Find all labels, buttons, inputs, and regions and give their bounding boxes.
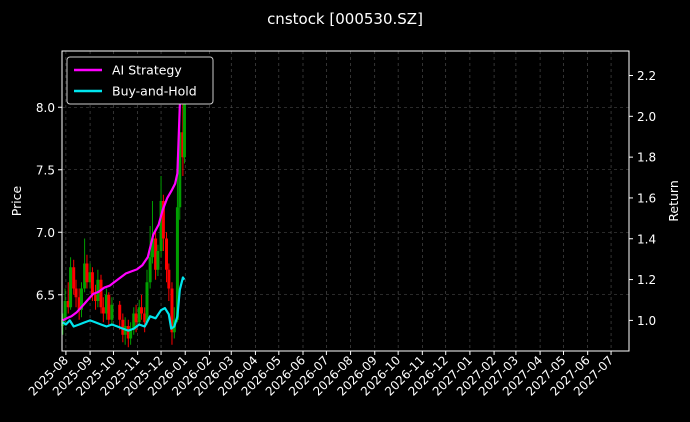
candle-body bbox=[167, 269, 171, 289]
return-tick-label: 1.6 bbox=[637, 191, 656, 205]
legend-label-ai-strategy: AI Strategy bbox=[112, 63, 182, 78]
candle-body bbox=[83, 263, 87, 289]
price-axis-label: Price bbox=[9, 185, 24, 216]
return-tick-label: 1.4 bbox=[637, 232, 656, 246]
return-series bbox=[62, 64, 186, 332]
candle-body bbox=[145, 282, 149, 323]
candle-body bbox=[143, 313, 147, 323]
price-tick-label: 8.0 bbox=[36, 101, 55, 115]
candle-body bbox=[88, 272, 92, 283]
return-tick-label: 2.2 bbox=[637, 69, 656, 83]
series-line-ai bbox=[62, 64, 186, 322]
candle-body bbox=[107, 294, 111, 320]
return-tick-label: 2.0 bbox=[637, 110, 656, 124]
candle-body bbox=[159, 201, 163, 251]
candle-body bbox=[154, 238, 158, 270]
candle-body bbox=[150, 238, 154, 258]
candle-body bbox=[165, 238, 169, 270]
candle-body bbox=[94, 294, 98, 301]
candle-body bbox=[132, 313, 136, 330]
candle-body bbox=[110, 304, 114, 320]
candle-body bbox=[126, 326, 130, 339]
candle-body bbox=[182, 101, 186, 158]
candle-body bbox=[90, 272, 94, 295]
candle-body bbox=[85, 263, 89, 283]
return-axis-ticks: 1.0 1.2 1.4 1.6 1.8 2.0 2.2 bbox=[629, 69, 656, 328]
return-tick-label: 1.0 bbox=[637, 314, 656, 328]
grid-lines bbox=[62, 51, 629, 351]
return-tick-label: 1.2 bbox=[637, 273, 656, 287]
x-axis-ticks: 2025-082025-092025-102025-112025-122026-… bbox=[26, 351, 616, 399]
candle-body bbox=[104, 294, 108, 314]
candle-body bbox=[72, 267, 76, 289]
candle-body bbox=[77, 297, 81, 310]
price-tick-label: 6.5 bbox=[36, 288, 55, 302]
series-line-bh bbox=[62, 276, 186, 332]
candle-body bbox=[121, 319, 125, 335]
candlestick-series bbox=[61, 76, 186, 348]
candle-body bbox=[79, 288, 83, 310]
candle-body bbox=[101, 307, 105, 314]
return-axis-label: Return bbox=[666, 180, 681, 221]
candle-body bbox=[69, 267, 73, 308]
candle-body bbox=[161, 201, 165, 239]
plot-frame bbox=[61, 50, 630, 352]
candle-body bbox=[96, 279, 100, 301]
candle-body bbox=[118, 304, 122, 320]
candle-body bbox=[178, 132, 182, 208]
candle-body bbox=[170, 288, 174, 333]
candle-body bbox=[129, 329, 133, 339]
candle-body bbox=[181, 132, 185, 158]
price-tick-label: 7.0 bbox=[36, 226, 55, 240]
candle-body bbox=[175, 207, 179, 320]
candle-body bbox=[63, 301, 67, 320]
candle-body bbox=[156, 251, 160, 270]
chart-legend: AI Strategy Buy-and-Hold bbox=[66, 56, 214, 105]
candle-body bbox=[134, 313, 138, 323]
chart-title: cnstock [000530.SZ] bbox=[267, 10, 423, 28]
candle-body bbox=[66, 301, 70, 308]
return-tick-label: 1.8 bbox=[637, 151, 656, 165]
candle-body bbox=[148, 257, 152, 283]
candle-body bbox=[99, 279, 103, 308]
legend-box bbox=[66, 56, 214, 105]
legend-label-buy-and-hold: Buy-and-Hold bbox=[112, 84, 197, 99]
candle-body bbox=[137, 307, 141, 323]
candle-body bbox=[74, 288, 78, 298]
price-tick-label: 7.5 bbox=[36, 163, 55, 177]
price-axis-ticks: 6.5 7.0 7.5 8.0 bbox=[36, 101, 62, 302]
candle-body bbox=[140, 307, 144, 314]
